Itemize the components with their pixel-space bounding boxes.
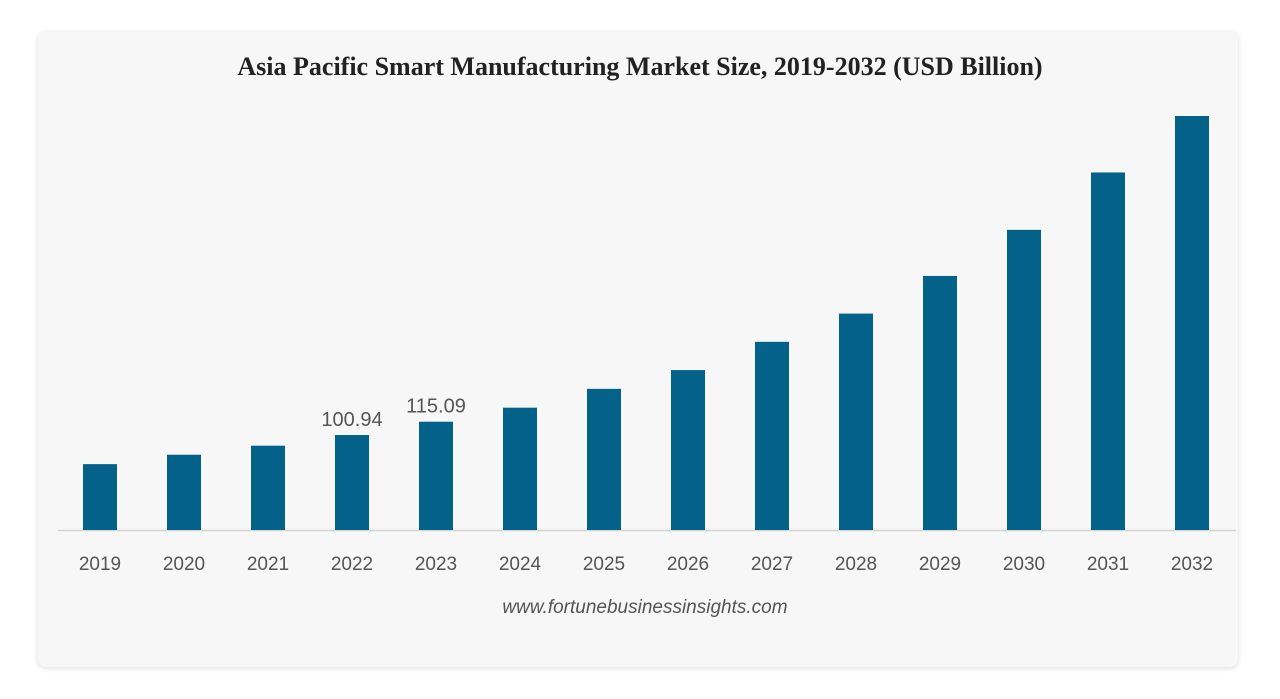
bar-2020 — [167, 454, 201, 530]
bar-2029 — [923, 275, 957, 530]
x-tick-label: 2019 — [79, 554, 121, 575]
bar-2031 — [1091, 172, 1125, 531]
x-tick-label: 2032 — [1171, 554, 1213, 575]
data-label: 100.94 — [321, 409, 382, 431]
bar-2022 — [335, 435, 369, 530]
bar-2021 — [251, 445, 285, 530]
x-tick-label: 2029 — [919, 554, 961, 575]
x-tick-label: 2023 — [415, 554, 457, 575]
bar-2027 — [755, 341, 789, 530]
x-tick-label: 2030 — [1003, 554, 1045, 575]
bar-2025 — [587, 388, 621, 530]
bar-2019 — [83, 464, 117, 530]
x-tick-label: 2022 — [331, 554, 373, 575]
bar-2028 — [839, 313, 873, 530]
x-tick-label: 2024 — [499, 554, 542, 575]
chart-title: Asia Pacific Smart Manufacturing Market … — [237, 52, 1043, 81]
bar-2026 — [671, 370, 705, 530]
bar-2030 — [1007, 229, 1041, 530]
bar-2024 — [503, 407, 537, 530]
x-tick-label: 2031 — [1087, 554, 1129, 575]
x-tick-label: 2020 — [163, 554, 205, 575]
source-text: www.fortunebusinessinsights.com — [502, 597, 788, 618]
x-tick-label: 2026 — [667, 554, 709, 575]
x-tick-label: 2027 — [751, 554, 793, 575]
bar-2023 — [419, 421, 453, 530]
data-label: 115.09 — [406, 396, 466, 418]
x-tick-label: 2028 — [835, 554, 877, 575]
x-tick-label: 2021 — [247, 554, 289, 575]
bar-2032 — [1175, 116, 1209, 530]
x-tick-label: 2025 — [583, 554, 625, 575]
